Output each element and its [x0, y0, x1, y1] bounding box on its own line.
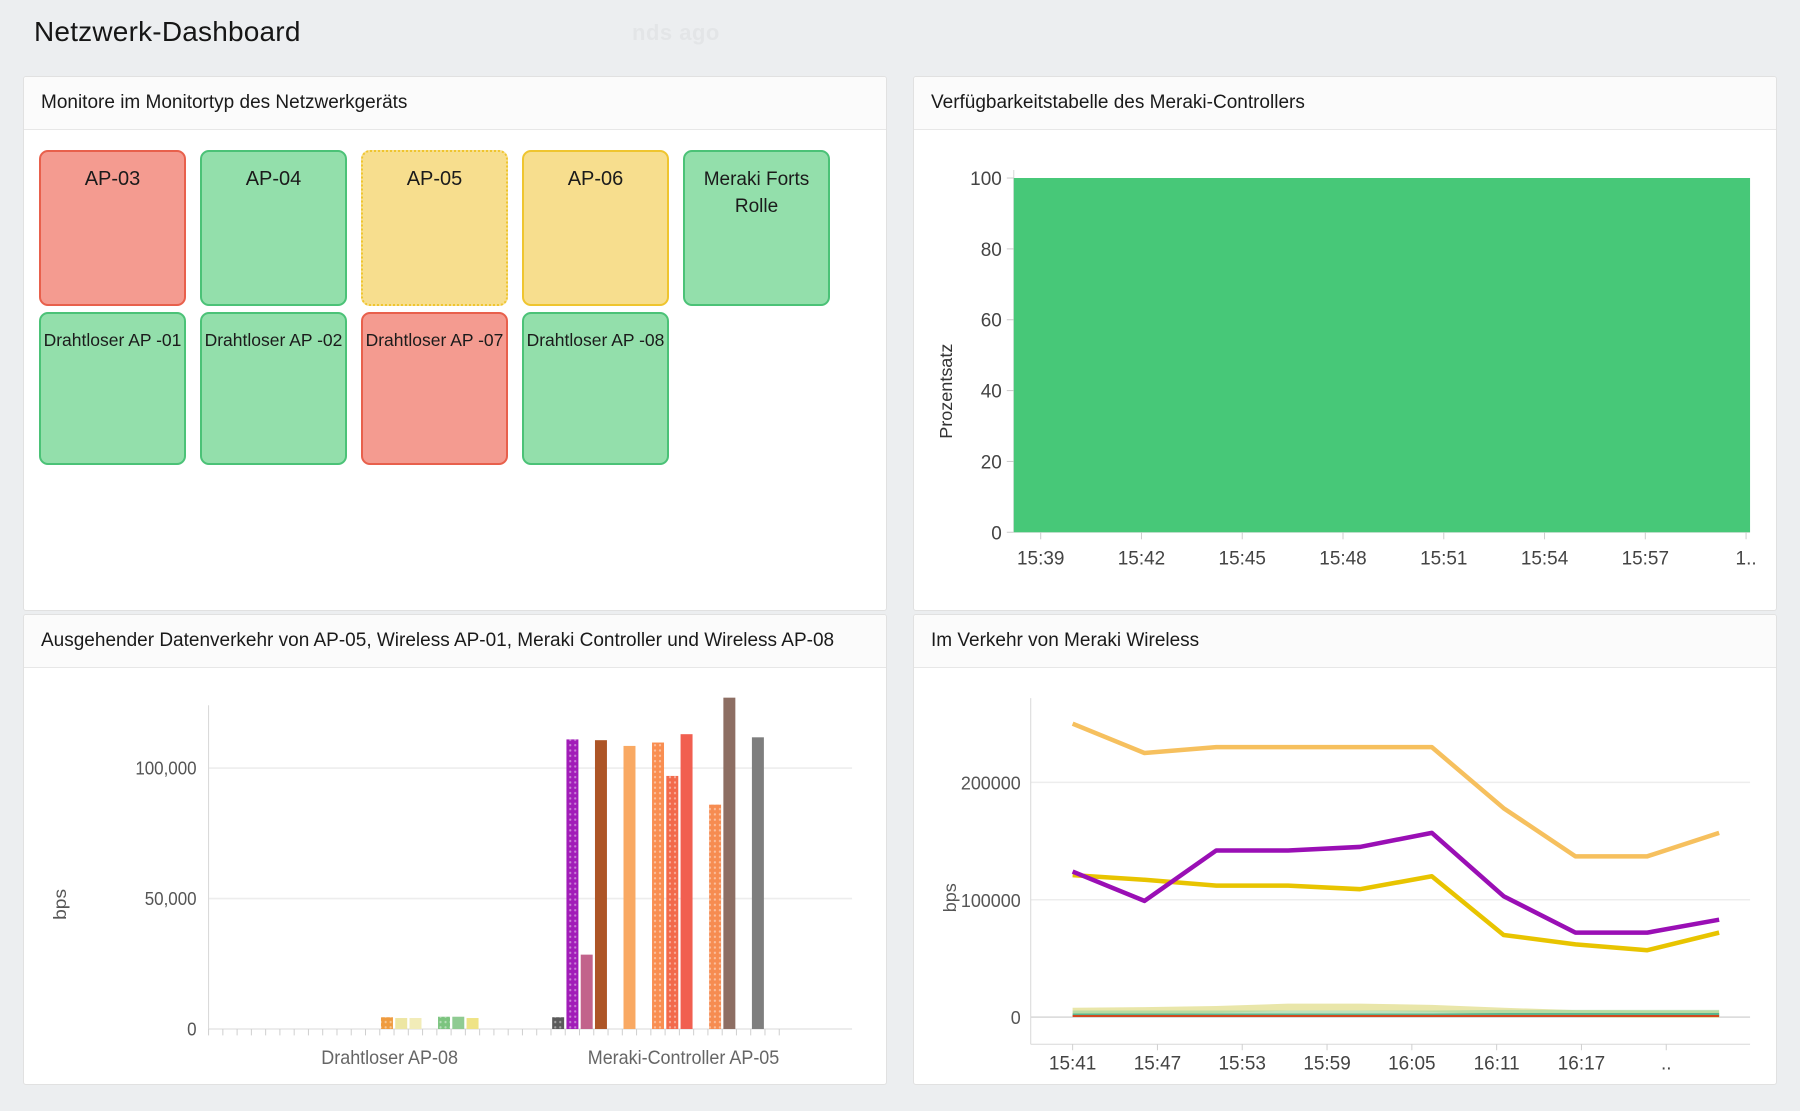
monitor-tile[interactable]: AP-03	[39, 149, 186, 306]
y-tick-label: 50,000	[145, 888, 197, 909]
monitor-tile-label: Meraki Forts Rolle	[703, 168, 810, 218]
monitor-tile-label: AP-06	[567, 167, 624, 190]
bar[interactable]	[452, 1016, 465, 1029]
x-tick-label: 15:42	[1118, 548, 1165, 569]
x-tick-label: 16:11	[1474, 1053, 1520, 1074]
in-traffic-body: 0 100000 200000 15:41 15:47 15:53 15:59 16:05 16…	[914, 668, 1776, 1084]
x-tick-label: ..	[1661, 1053, 1672, 1074]
out-traffic-body: 0 50,000 100,000 Drahtloser AP-08 Meraki-Con…	[24, 668, 886, 1084]
bar[interactable]	[623, 745, 636, 1029]
y-tick-label: 40	[981, 381, 1002, 402]
y-tick-label: 60	[981, 310, 1002, 331]
x-tick-label: 15:48	[1319, 548, 1366, 569]
bar-texture	[566, 739, 579, 1029]
y-tick-label: 0	[991, 523, 1002, 544]
out-traffic-bar-chart[interactable]: 0 50,000 100,000 Drahtloser AP-08 Meraki-Con…	[24, 668, 886, 1084]
bar[interactable]	[395, 1017, 408, 1029]
bar-texture	[380, 1016, 393, 1029]
availability-area-chart[interactable]: 0 20 40 60 80 100 15:39 15:42 15:45 15:48 15:51 15:…	[914, 130, 1776, 610]
bar-texture	[438, 1016, 451, 1029]
y-tick-label: 20	[981, 452, 1002, 473]
y-tick-label: 100	[970, 169, 1002, 190]
monitor-tile[interactable]: Drahtloser AP -01	[39, 311, 186, 465]
panel-monitors-title: Monitore im Monitortyp des Netzwerkgerät…	[24, 77, 886, 130]
monitor-tile-label: Drahtloser AP -02	[204, 329, 343, 350]
monitor-tile[interactable]: Meraki Forts Rolle	[683, 149, 830, 306]
x-tick-label: 15:39	[1017, 548, 1064, 569]
bar[interactable]	[680, 733, 693, 1029]
panel-in-traffic-title: Im Verkehr von Meraki Wireless	[914, 615, 1776, 668]
x-tick-label: 15:45	[1219, 548, 1266, 569]
monitor-tile[interactable]: Drahtloser AP -07	[361, 311, 508, 465]
monitor-tile-label: AP-04	[245, 167, 302, 190]
availability-body: 0 20 40 60 80 100 15:39 15:42 15:45 15:48 15:51 15:…	[914, 130, 1776, 610]
x-tick-label: 16:17	[1558, 1053, 1605, 1074]
monitor-tile[interactable]: AP-06	[522, 149, 669, 306]
in-traffic-line-chart[interactable]: 0 100000 200000 15:41 15:47 15:53 15:59 16:05 16…	[914, 668, 1776, 1084]
x-tick-label: 15:53	[1219, 1053, 1266, 1074]
y-tick-label: 100000	[961, 890, 1021, 910]
bar[interactable]	[723, 697, 736, 1029]
x-category-label: Meraki-Controller AP-05	[588, 1046, 780, 1068]
monitor-tile[interactable]: AP-04	[200, 149, 347, 306]
y-axis-title: bps	[49, 889, 69, 920]
y-tick-label: 80	[981, 240, 1002, 261]
x-tick-label: 1..	[1736, 548, 1757, 569]
panel-monitors: Monitore im Monitortyp des Netzwerkgerät…	[23, 76, 887, 611]
monitor-tile[interactable]: Drahtloser AP -08	[522, 311, 669, 465]
monitor-tile[interactable]: AP-05	[361, 149, 508, 306]
sand-line[interactable]	[1071, 721, 1720, 859]
y-tick-label: 100,000	[135, 758, 197, 779]
x-tick-label: 15:57	[1622, 548, 1669, 569]
y-tick-label: 0	[1011, 1008, 1021, 1028]
purple-line[interactable]	[1071, 830, 1720, 935]
gold-line[interactable]	[1072, 872, 1720, 953]
monitor-tile-label: Drahtloser AP -01	[43, 329, 182, 350]
panel-in-traffic: Im Verkehr von Meraki Wireless 0 100000 20…	[913, 614, 1777, 1085]
monitor-tile-label: Drahtloser AP -07	[365, 329, 504, 350]
monitor-tiles: AP-03 AP-04 AP-05 AP-06 Meraki Forts Rolle D…	[24, 130, 886, 491]
bar[interactable]	[580, 954, 593, 1029]
x-tick-label: 15:54	[1521, 548, 1568, 569]
panel-out-traffic-title: Ausgehender Datenverkehr von AP-05, Wire…	[24, 615, 886, 668]
tile-row-2: Drahtloser AP -01 Drahtloser AP -02 Drahtl…	[39, 311, 871, 465]
bar[interactable]	[409, 1017, 422, 1029]
panel-out-traffic: Ausgehender Datenverkehr von AP-05, Wire…	[23, 614, 887, 1085]
y-axis-title: Prozentsatz	[936, 343, 956, 438]
refresh-ghost-text: nds ago	[632, 20, 720, 45]
x-tick-label: 16:05	[1388, 1053, 1435, 1074]
monitor-tile[interactable]: Drahtloser AP -02	[200, 311, 347, 465]
bar[interactable]	[466, 1017, 479, 1029]
x-tick-label: 15:47	[1134, 1053, 1181, 1074]
page-title: Netzwerk-Dashboard	[34, 16, 301, 47]
tile-row-1: AP-03 AP-04 AP-05 AP-06 Meraki Forts Rolle	[39, 149, 871, 306]
bar-texture	[552, 1016, 565, 1029]
panel-availability-title: Verfügbarkeitstabelle des Meraki-Control…	[914, 77, 1776, 130]
y-axis-title: bps	[940, 883, 960, 912]
y-tick-label: 0	[187, 1019, 197, 1040]
x-tick-label: 15:51	[1420, 548, 1467, 569]
green-band[interactable]	[1072, 1009, 1720, 1016]
bar[interactable]	[751, 736, 764, 1029]
monitor-tile-label: AP-05	[406, 167, 463, 190]
monitor-tile-label: AP-03	[84, 167, 141, 190]
bar[interactable]	[594, 739, 607, 1029]
panel-availability: Verfügbarkeitstabelle des Meraki-Control…	[913, 76, 1777, 611]
bar-texture	[652, 742, 665, 1029]
bar-texture	[666, 775, 679, 1029]
y-tick-label: 200000	[961, 773, 1021, 793]
x-tick-label: 15:41	[1049, 1053, 1096, 1074]
bar-texture	[709, 804, 722, 1029]
area-series[interactable]	[1013, 177, 1751, 532]
monitor-tile-label: Drahtloser AP -08	[526, 329, 665, 350]
x-tick-label: 15:59	[1303, 1053, 1350, 1074]
x-category-label: Drahtloser AP-08	[321, 1046, 458, 1068]
monitors-body: AP-03 AP-04 AP-05 AP-06 Meraki Forts Rolle D…	[24, 130, 886, 610]
